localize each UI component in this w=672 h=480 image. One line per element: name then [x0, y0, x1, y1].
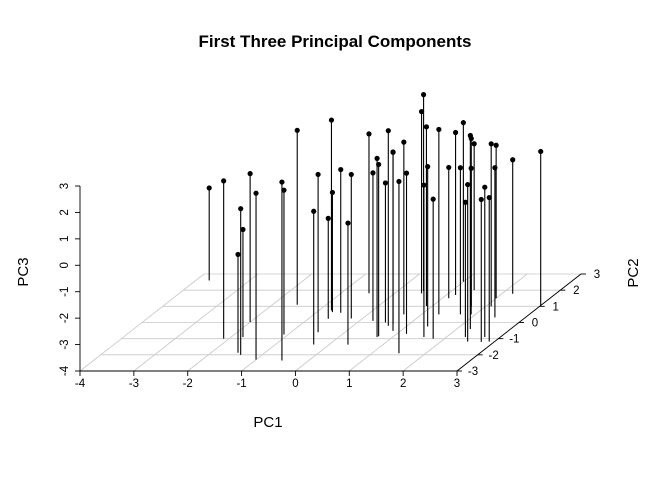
- data-point: [253, 190, 259, 196]
- x-tick-label: -4: [75, 378, 86, 390]
- data-point: [240, 226, 246, 233]
- data-point: [396, 178, 402, 185]
- data-point: [492, 165, 498, 171]
- data-point: [425, 164, 431, 170]
- data-point: [468, 165, 474, 171]
- data-point: [329, 189, 336, 196]
- data-point: [401, 139, 407, 145]
- data-point: [493, 142, 499, 148]
- chart-title: First Three Principal Components: [199, 32, 472, 51]
- data-point: [376, 161, 382, 168]
- y-tick-label: 3: [594, 269, 600, 281]
- data-point: [247, 171, 253, 177]
- z-tick-label: -1: [59, 287, 71, 297]
- data-point: [374, 155, 380, 161]
- data-point: [206, 185, 212, 191]
- data-point: [446, 164, 452, 171]
- data-point: [482, 184, 488, 190]
- data-point: [452, 129, 459, 136]
- data-point: [478, 196, 484, 203]
- z-tick-label: -2: [59, 313, 71, 323]
- data-point: [325, 215, 331, 221]
- data-point: [390, 149, 396, 155]
- x-tick-label: 0: [292, 378, 298, 390]
- data-point: [462, 199, 468, 205]
- data-point: [467, 132, 473, 139]
- data-point: [348, 171, 354, 178]
- data-point: [510, 157, 516, 163]
- data-point: [418, 108, 425, 115]
- data-point: [238, 206, 244, 212]
- data-point: [436, 126, 442, 133]
- data-point: [328, 117, 335, 123]
- data-point: [385, 128, 391, 134]
- y-tick-label: 1: [552, 301, 558, 313]
- y-tick-label: -1: [509, 334, 519, 346]
- data-point: [281, 187, 287, 193]
- data-point: [221, 178, 227, 184]
- data-point: [423, 124, 430, 130]
- y-tick-label: 0: [532, 318, 538, 330]
- data-point: [538, 148, 544, 155]
- x-tick-label: 1: [346, 378, 352, 390]
- y-tick-label: -2: [489, 350, 499, 362]
- data-point: [294, 127, 300, 133]
- data-point: [403, 170, 410, 176]
- z-tick-label: -3: [59, 339, 71, 349]
- data-point: [460, 120, 466, 126]
- x-tick-label: -1: [236, 378, 246, 390]
- axes: -4 -3 -2 -1 0 1 2 3 -4 -3 -2 -1 0 1 2 3 -3 -2 -1 0 1 2 3: [59, 183, 600, 390]
- data-point: [311, 208, 317, 214]
- data-point: [486, 194, 492, 201]
- data-point: [338, 166, 344, 173]
- z-axis-title: PC3: [15, 257, 32, 286]
- data-point: [457, 165, 463, 171]
- data-point: [421, 182, 427, 188]
- points: [206, 92, 544, 258]
- data-point: [471, 141, 477, 147]
- z-tick-label: 2: [59, 209, 71, 215]
- data-point: [370, 170, 376, 176]
- data-point: [345, 220, 351, 226]
- x-axis-title: PC1: [253, 414, 282, 431]
- x-tick-label: -3: [129, 378, 139, 390]
- z-tick-label: 0: [59, 262, 71, 268]
- floor-grid: [79, 273, 582, 372]
- z-tick-label: 1: [59, 236, 71, 242]
- data-point: [279, 179, 285, 185]
- z-tick-label: 3: [59, 183, 71, 189]
- data-point: [430, 196, 436, 202]
- x-tick-label: -2: [183, 378, 193, 390]
- data-point: [488, 141, 494, 147]
- data-point: [366, 131, 372, 137]
- data-point: [382, 180, 389, 186]
- stems: [208, 94, 542, 361]
- data-point: [315, 171, 321, 178]
- data-point: [235, 251, 241, 258]
- y-tick-label: -3: [468, 366, 478, 378]
- x-tick-label: 2: [400, 378, 406, 390]
- z-tick-label: -4: [59, 365, 71, 376]
- y-tick-label: 2: [573, 285, 579, 297]
- data-point: [420, 92, 427, 98]
- x-tick-label: 3: [454, 378, 460, 390]
- data-point: [465, 181, 471, 188]
- y-axis-title: PC2: [625, 258, 642, 287]
